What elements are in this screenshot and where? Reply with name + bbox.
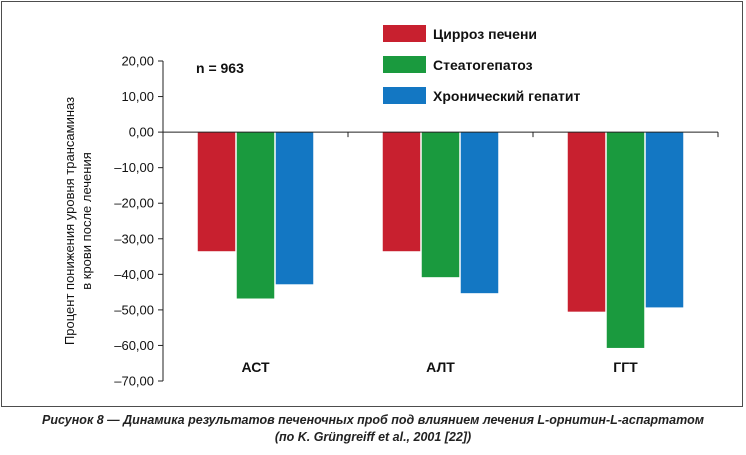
bar-2-2 bbox=[421, 132, 460, 278]
bar-2-3 bbox=[460, 132, 499, 294]
y-tick-label: –10,00 bbox=[114, 160, 154, 175]
figure-caption: Рисунок 8 — Динамика результатов печеноч… bbox=[0, 412, 746, 446]
bar-1-3 bbox=[275, 132, 314, 285]
category-labels: АСТ АЛТ ГГТ bbox=[241, 359, 638, 375]
caption-line-1: Рисунок 8 — Динамика результатов печеноч… bbox=[42, 413, 704, 427]
y-tick-label: 20,00 bbox=[121, 54, 154, 69]
legend-swatch bbox=[383, 87, 426, 104]
y-tick-label: –70,00 bbox=[114, 374, 154, 389]
sample-size-annotation: n = 963 bbox=[196, 60, 244, 76]
legend: Цирроз печени Стеатогепатоз Хронический ге… bbox=[383, 25, 580, 104]
y-axis-title-line-2: в крови после лечения bbox=[79, 152, 94, 290]
y-tick-label: –60,00 bbox=[114, 338, 154, 353]
category-label: АСТ bbox=[241, 359, 270, 375]
x-axis bbox=[162, 131, 719, 138]
category-label: АЛТ bbox=[426, 359, 455, 375]
y-axis: 20,00 10,00 0,00 –10,00 –20,00 –30,00 –40,00 –5… bbox=[114, 54, 164, 389]
bar-chart: Процент понижения уровня трансаминаз в кр… bbox=[62, 25, 719, 389]
category-label: ГГТ bbox=[613, 359, 638, 375]
y-axis-title-line-1: Процент понижения уровня трансаминаз bbox=[62, 97, 77, 345]
legend-label: Цирроз печени bbox=[433, 26, 537, 42]
y-tick-label: –20,00 bbox=[114, 196, 154, 211]
legend-label: Стеатогепатоз bbox=[433, 57, 533, 73]
legend-swatch bbox=[383, 56, 426, 73]
legend-swatch bbox=[383, 25, 426, 42]
y-tick-label: –30,00 bbox=[114, 231, 154, 246]
bar-3-3 bbox=[645, 132, 684, 308]
y-axis-label: Процент понижения уровня трансаминаз в кр… bbox=[62, 97, 94, 345]
bar-1-1 bbox=[197, 132, 236, 252]
chart-frame bbox=[1, 1, 743, 407]
y-tick-label: 10,00 bbox=[121, 89, 154, 104]
y-tick-label: 0,00 bbox=[129, 125, 154, 140]
y-tick-label: –40,00 bbox=[114, 267, 154, 282]
caption-line-2: (по K. Grüngreiff et al., 2001 [22]) bbox=[274, 430, 472, 444]
bar-3-2 bbox=[606, 132, 645, 348]
legend-label: Хронический гепатит bbox=[433, 88, 580, 104]
bar-1-2 bbox=[236, 132, 275, 299]
bar-3-1 bbox=[567, 132, 606, 312]
bars-group bbox=[197, 132, 684, 348]
bar-2-1 bbox=[382, 132, 421, 252]
y-tick-label: –50,00 bbox=[114, 302, 154, 317]
